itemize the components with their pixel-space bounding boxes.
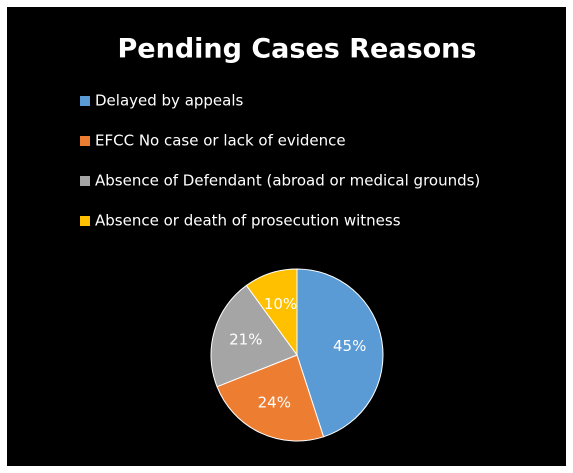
legend-label: Absence of Defendant (abroad or medical … (95, 172, 480, 190)
legend-swatch (80, 96, 90, 106)
data-label: 10% (264, 295, 297, 313)
data-label: 45% (333, 337, 366, 355)
legend-label: Delayed by appeals (95, 92, 244, 110)
legend-swatch (80, 136, 90, 146)
pie-slice (210, 284, 298, 388)
data-label: 21% (229, 331, 262, 349)
pie-slice (245, 268, 298, 357)
pie-slice (296, 268, 384, 438)
data-label: 24% (258, 394, 291, 412)
legend-label: Absence or death of prosecution witness (95, 212, 401, 230)
chart-title: Pending Cases Reasons (118, 34, 477, 65)
legend-swatch (80, 176, 90, 186)
legend-label: EFCC No case or lack of evidence (95, 132, 346, 150)
legend-swatch (80, 216, 90, 226)
